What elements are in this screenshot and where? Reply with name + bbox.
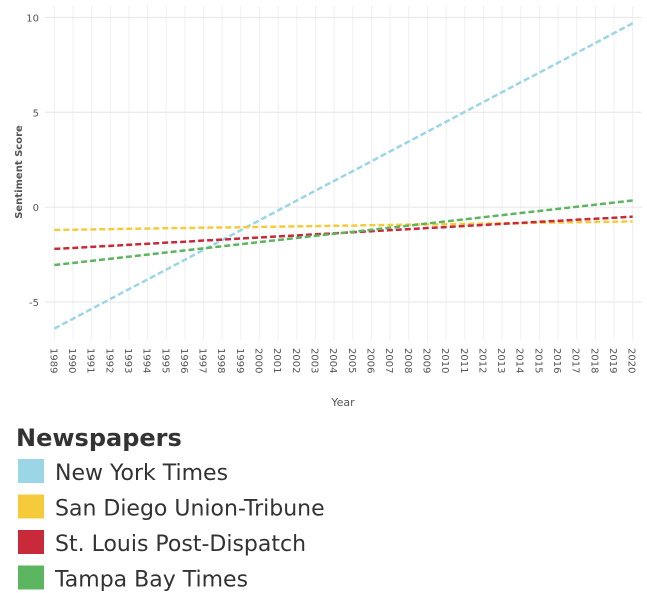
x-tick-label: 2005 xyxy=(346,348,357,373)
y-tick-label: 10 xyxy=(26,13,39,24)
x-tick-label: 1993 xyxy=(122,348,133,373)
x-tick-label: 2015 xyxy=(532,348,543,373)
x-tick-label: 2009 xyxy=(420,348,431,373)
x-tick-label: 2017 xyxy=(570,348,581,373)
x-tick-label: 1997 xyxy=(197,348,208,373)
x-tick-label: 1992 xyxy=(103,348,114,373)
x-tick-label: 2011 xyxy=(458,348,469,373)
legend-swatch xyxy=(18,494,44,519)
y-tick-label: 5 xyxy=(33,108,39,119)
legend-title: Newspapers xyxy=(16,424,182,452)
x-tick-label: 2018 xyxy=(588,348,599,373)
x-tick-label: 1991 xyxy=(85,348,96,373)
legend-swatch xyxy=(18,530,44,554)
x-tick-label: 2004 xyxy=(327,348,338,373)
x-tick-label: 2014 xyxy=(514,348,525,373)
x-tick-label: 2002 xyxy=(290,348,301,373)
legend-label: New York Times xyxy=(55,461,228,486)
x-tick-label: 2007 xyxy=(383,348,394,373)
legend-label: San Diego Union-Tribune xyxy=(55,497,325,522)
x-tick-label: 2000 xyxy=(253,348,264,373)
x-tick-label: 1990 xyxy=(66,348,77,373)
x-tick-label: 2001 xyxy=(271,348,282,373)
x-tick-label: 1989 xyxy=(47,348,58,373)
legend-swatch xyxy=(18,459,44,483)
x-tick-label: 2006 xyxy=(364,348,375,373)
x-tick-label: 2008 xyxy=(402,348,413,373)
trend-line xyxy=(54,220,633,232)
x-tick-label: 2012 xyxy=(476,348,487,373)
x-tick-label: 2003 xyxy=(309,348,320,373)
x-tick-label: 2019 xyxy=(607,348,618,373)
y-tick-label: 0 xyxy=(33,203,39,214)
x-tick-label: 2016 xyxy=(551,348,562,373)
x-tick-label: 1998 xyxy=(215,348,226,373)
x-tick-label: 1994 xyxy=(141,348,152,373)
x-tick-label: 1999 xyxy=(234,348,245,373)
legend-label: St. Louis Post-Dispatch xyxy=(55,532,306,557)
legend-swatch xyxy=(18,565,44,590)
x-tick-label: 2013 xyxy=(495,348,506,373)
x-tick-label: 1996 xyxy=(178,348,189,373)
y-axis-label: Sentiment Score xyxy=(14,125,25,219)
trend-line xyxy=(54,199,633,267)
legend-label: Tampa Bay Times xyxy=(54,568,248,593)
y-tick-label: -5 xyxy=(29,298,39,309)
x-axis-label: Year xyxy=(330,396,355,409)
x-tick-label: 2020 xyxy=(626,348,637,373)
trend-line xyxy=(53,22,634,330)
x-tick-label: 1995 xyxy=(159,348,170,373)
x-tick-label: 2010 xyxy=(439,348,450,373)
